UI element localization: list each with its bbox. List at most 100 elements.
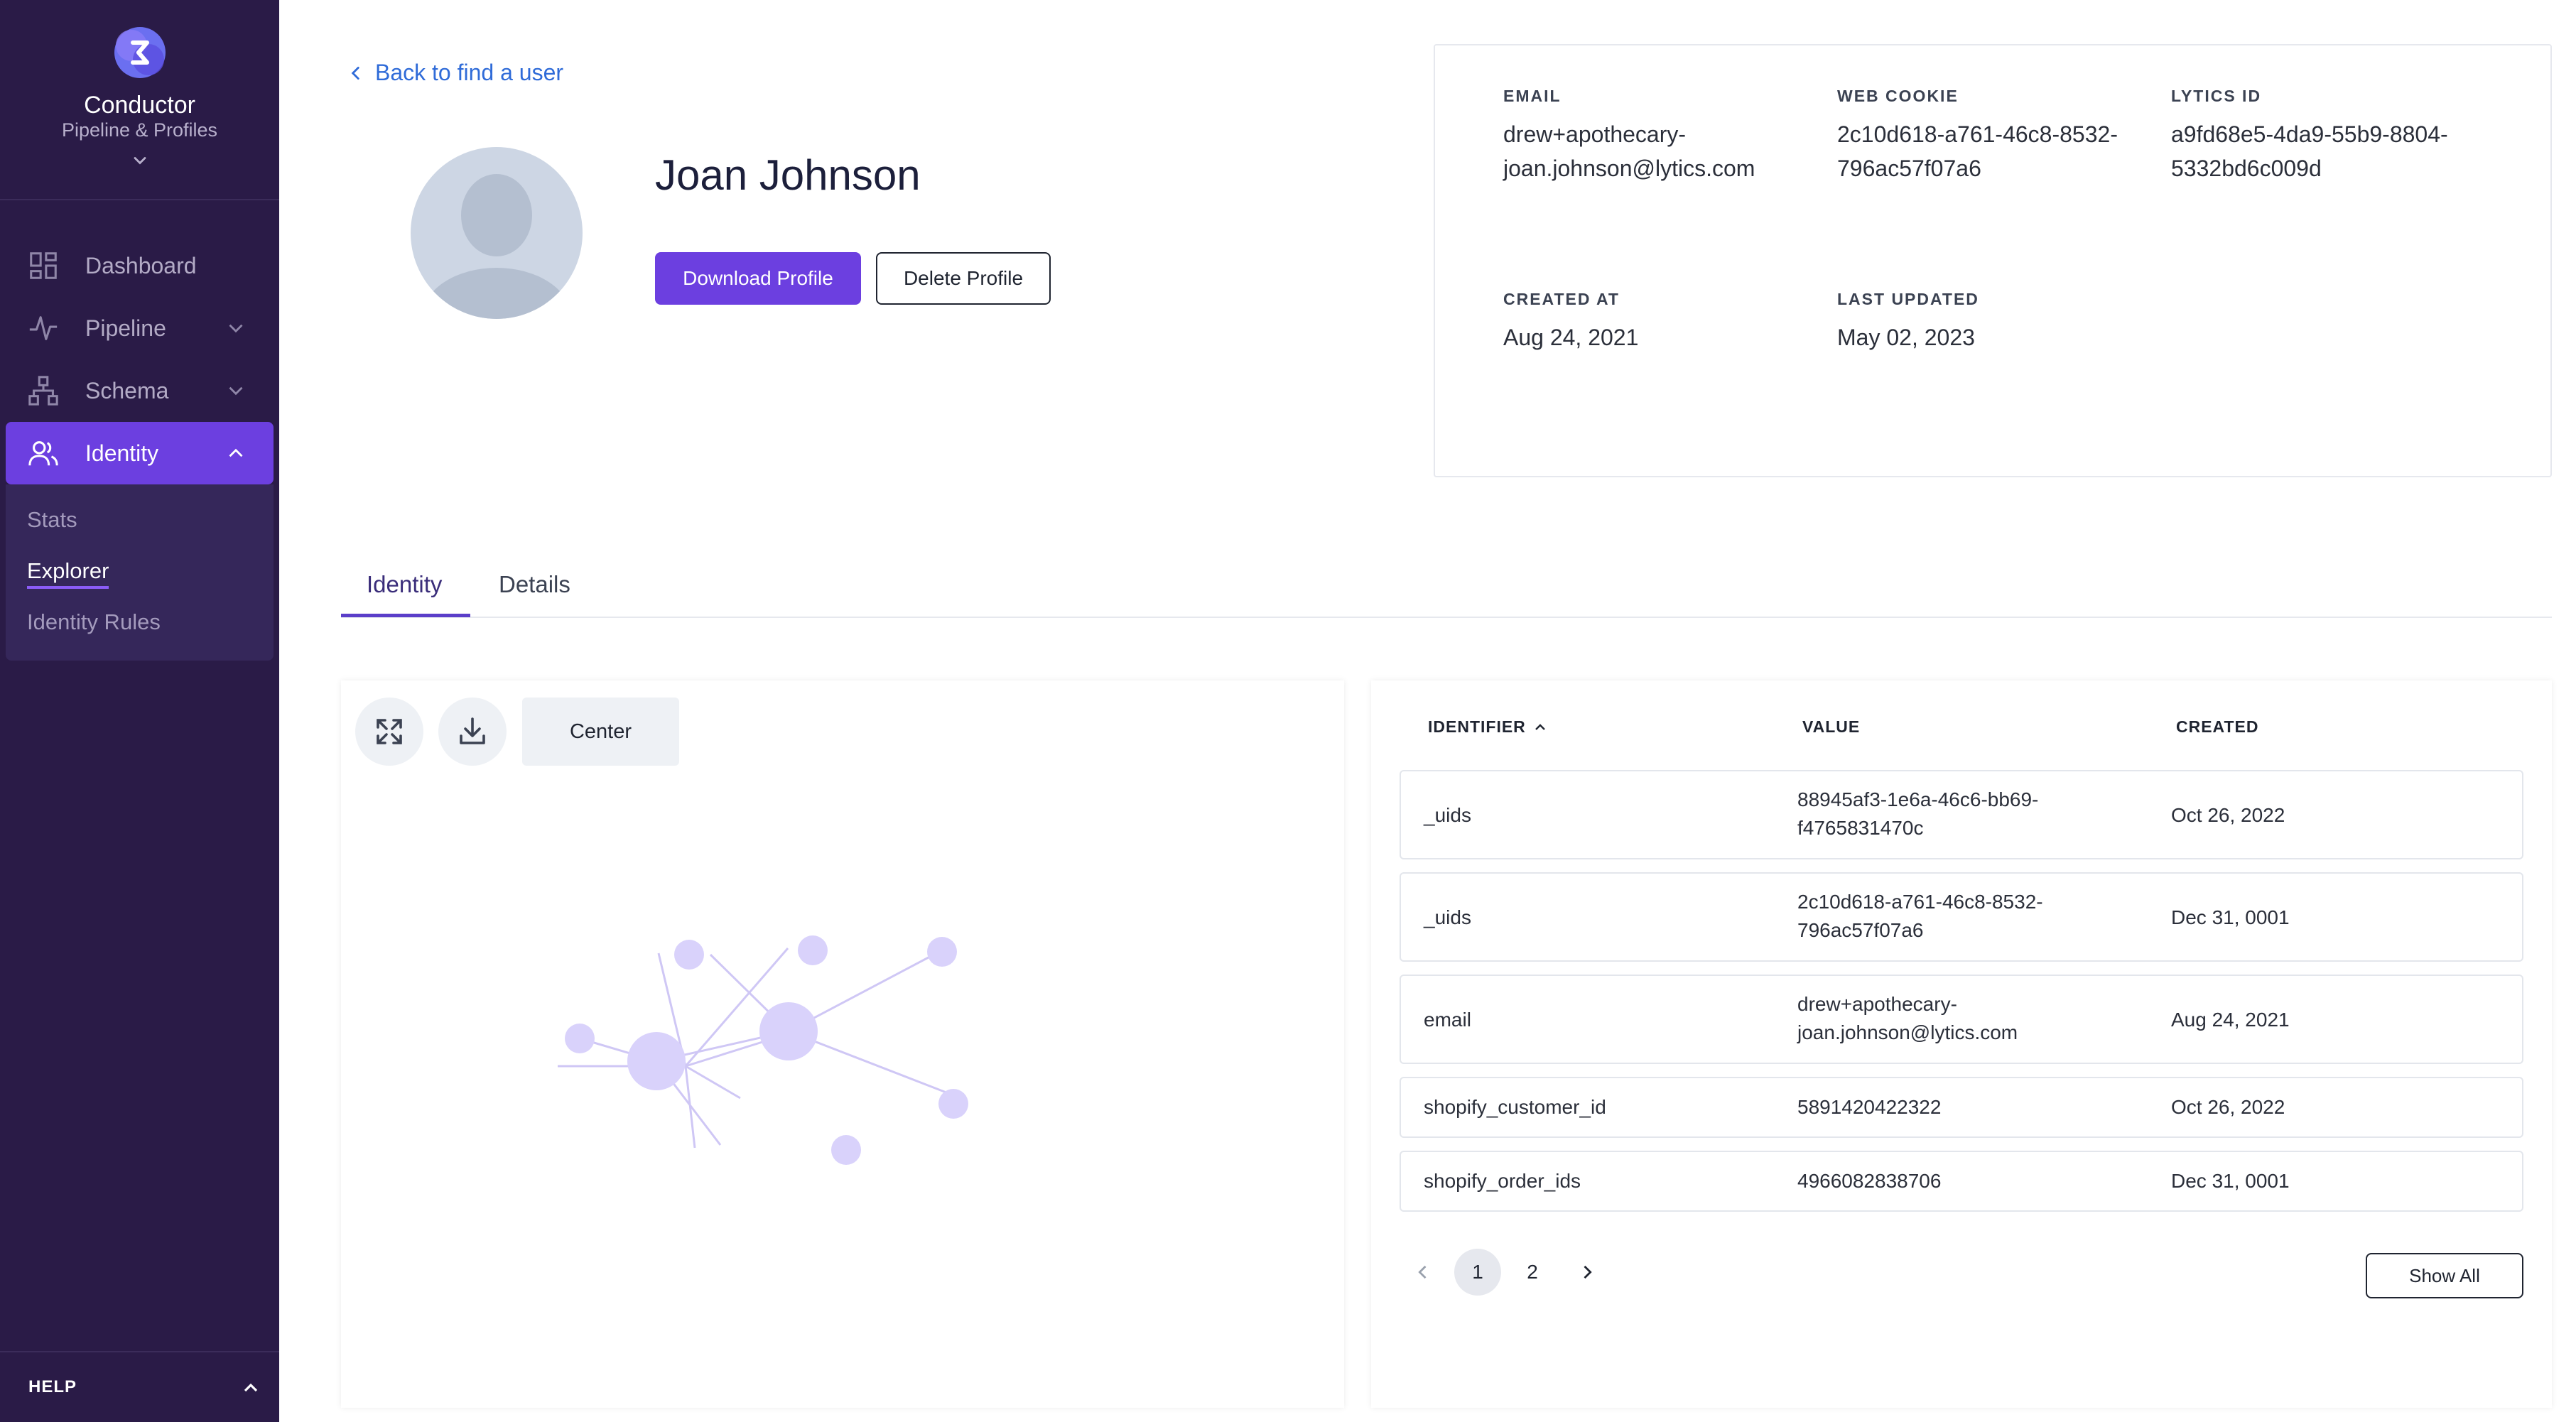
tab-details[interactable]: Details: [499, 571, 570, 597]
email-value-line: joan.johnson@lytics.com: [1503, 156, 1755, 181]
table-row[interactable]: _uids 2c10d618-a761-46c8-8532- 796ac57f0…: [1400, 872, 2523, 962]
graph-node[interactable]: [831, 1135, 861, 1165]
sidebar-item-dashboard[interactable]: Dashboard: [0, 234, 279, 297]
next-page-button[interactable]: [1564, 1249, 1611, 1296]
value-column-header[interactable]: VALUE: [1802, 717, 1861, 736]
subnav-label: Identity Rules: [27, 609, 161, 634]
download-graph-button[interactable]: [438, 698, 507, 766]
graph-node[interactable]: [759, 1002, 818, 1060]
user-silhouette-icon: [422, 174, 571, 319]
value-cell-line: 88945af3-1e6a-46c6-bb69-: [1797, 788, 2039, 810]
graph-node[interactable]: [565, 1024, 595, 1053]
created-column-header[interactable]: CREATED: [2176, 717, 2259, 736]
table-row[interactable]: _uids 88945af3-1e6a-46c6-bb69- f47658314…: [1400, 770, 2523, 859]
sidebar-item-pipeline[interactable]: Pipeline: [0, 297, 279, 359]
help-toggle[interactable]: HELP: [0, 1351, 279, 1422]
email-field: EMAIL drew+apothecary- joan.johnson@lyti…: [1503, 87, 1755, 185]
chevron-down-icon: [229, 324, 243, 333]
chevron-down-icon: [229, 386, 243, 396]
brand-name: Conductor: [84, 92, 195, 119]
created-at-value: Aug 24, 2021: [1503, 325, 1639, 350]
sidebar-item-label: Dashboard: [85, 252, 197, 278]
identity-graph[interactable]: [341, 680, 1344, 1408]
sidebar-item-schema[interactable]: Schema: [0, 359, 279, 422]
chevron-up-icon: [244, 1383, 258, 1392]
download-profile-button[interactable]: Download Profile: [655, 252, 861, 305]
identifier-column-header[interactable]: IDENTIFIER: [1428, 717, 1549, 737]
tab-identity[interactable]: Identity: [367, 571, 443, 597]
last-updated-field: LAST UPDATED May 02, 2023: [1837, 290, 1979, 354]
table-row[interactable]: shopify_order_ids 4966082838706 Dec 31, …: [1400, 1151, 2523, 1212]
sidebar-item-identity[interactable]: Identity: [6, 422, 274, 484]
lytics-id-value-line: a9fd68e5-4da9-55b9-8804-: [2171, 121, 2448, 147]
value-cell-line: 2c10d618-a761-46c8-8532-: [1797, 891, 2043, 913]
chevron-left-icon: [351, 66, 359, 80]
lytics-id-field: LYTICS ID a9fd68e5-4da9-55b9-8804- 5332b…: [2171, 87, 2448, 185]
value-cell: drew+apothecary- joan.johnson@lytics.com: [1797, 990, 2018, 1047]
value-cell-line: 796ac57f07a6: [1797, 919, 1924, 941]
identity-subnav: Stats Explorer Identity Rules: [6, 484, 274, 661]
web-cookie-field: WEB COOKIE 2c10d618-a761-46c8-8532- 796a…: [1837, 87, 2118, 185]
identity-graph-panel: Center: [341, 680, 1344, 1408]
center-graph-button[interactable]: Center: [522, 698, 679, 766]
delete-profile-button[interactable]: Delete Profile: [876, 252, 1051, 305]
value-cell-line: f4765831470c: [1797, 817, 1924, 839]
table-row[interactable]: email drew+apothecary- joan.johnson@lyti…: [1400, 975, 2523, 1064]
pipeline-icon: [29, 316, 58, 340]
web-cookie-label: WEB COOKIE: [1837, 87, 1959, 105]
chevron-left-icon: [1418, 1265, 1427, 1279]
show-all-button[interactable]: Show All: [2366, 1253, 2523, 1298]
subnav-item-explorer[interactable]: Explorer: [6, 546, 274, 597]
created-cell: Oct 26, 2022: [2171, 804, 2285, 826]
web-cookie-value-line: 796ac57f07a6: [1837, 156, 1981, 181]
expand-icon: [377, 719, 402, 744]
sort-ascending-icon: [1535, 723, 1545, 730]
subnav-item-stats[interactable]: Stats: [6, 494, 274, 546]
sidebar-item-label: Identity: [85, 440, 159, 466]
chevron-up-icon: [229, 448, 243, 457]
download-icon: [460, 717, 485, 744]
email-value-line: drew+apothecary-: [1503, 121, 1687, 147]
email-label: EMAIL: [1503, 87, 1562, 105]
fullscreen-button[interactable]: [355, 698, 423, 766]
identity-icon: [28, 441, 58, 466]
subnav-item-identity-rules[interactable]: Identity Rules: [6, 597, 274, 648]
avatar: [411, 147, 583, 319]
created-at-label: CREATED AT: [1503, 290, 1620, 308]
back-link-label: Back to find a user: [375, 60, 564, 85]
sidebar-divider: [0, 199, 279, 200]
brand-subtitle: Pipeline & Profiles: [61, 119, 218, 141]
graph-node[interactable]: [798, 935, 828, 965]
page-1-button[interactable]: 1: [1454, 1249, 1501, 1296]
value-cell: 2c10d618-a761-46c8-8532- 796ac57f07a6: [1797, 888, 2043, 945]
identifier-cell: email: [1424, 1009, 1471, 1031]
graph-node[interactable]: [938, 1089, 968, 1119]
web-cookie-value: 2c10d618-a761-46c8-8532- 796ac57f07a6: [1837, 117, 2118, 185]
column-header-label: IDENTIFIER: [1428, 717, 1526, 736]
value-cell-line: joan.johnson@lytics.com: [1797, 1021, 2018, 1043]
created-cell: Oct 26, 2022: [2171, 1096, 2285, 1118]
identifier-cell: shopify_order_ids: [1424, 1170, 1581, 1192]
identifier-cell: _uids: [1424, 804, 1471, 826]
identifier-cell: shopify_customer_id: [1424, 1096, 1606, 1118]
created-at-field: CREATED AT Aug 24, 2021: [1503, 290, 1638, 354]
subnav-label: Stats: [27, 507, 77, 532]
graph-node[interactable]: [927, 937, 957, 967]
value-cell: 5891420422322: [1797, 1096, 1942, 1118]
dashboard-icon: [30, 252, 57, 279]
sidebar-item-label: Schema: [85, 377, 169, 403]
schema-icon: [28, 376, 58, 406]
subnav-label: Explorer: [27, 558, 109, 589]
lytics-id-label: LYTICS ID: [2171, 87, 2262, 105]
profile-name: Joan Johnson: [655, 151, 921, 199]
chevron-down-icon[interactable]: [130, 151, 150, 170]
sidebar-nav: Dashboard Pipeline Schema Identity Stats…: [0, 234, 279, 661]
graph-node[interactable]: [674, 940, 704, 970]
graph-node[interactable]: [627, 1032, 686, 1090]
profile-tabs: Identity Details: [341, 554, 2552, 618]
previous-page-button[interactable]: [1400, 1249, 1446, 1296]
page-2-button[interactable]: 2: [1527, 1261, 1538, 1283]
table-row[interactable]: shopify_customer_id 5891420422322 Oct 26…: [1400, 1077, 2523, 1138]
brand[interactable]: Conductor Pipeline & Profiles: [0, 24, 279, 170]
back-link[interactable]: Back to find a user: [347, 60, 563, 86]
